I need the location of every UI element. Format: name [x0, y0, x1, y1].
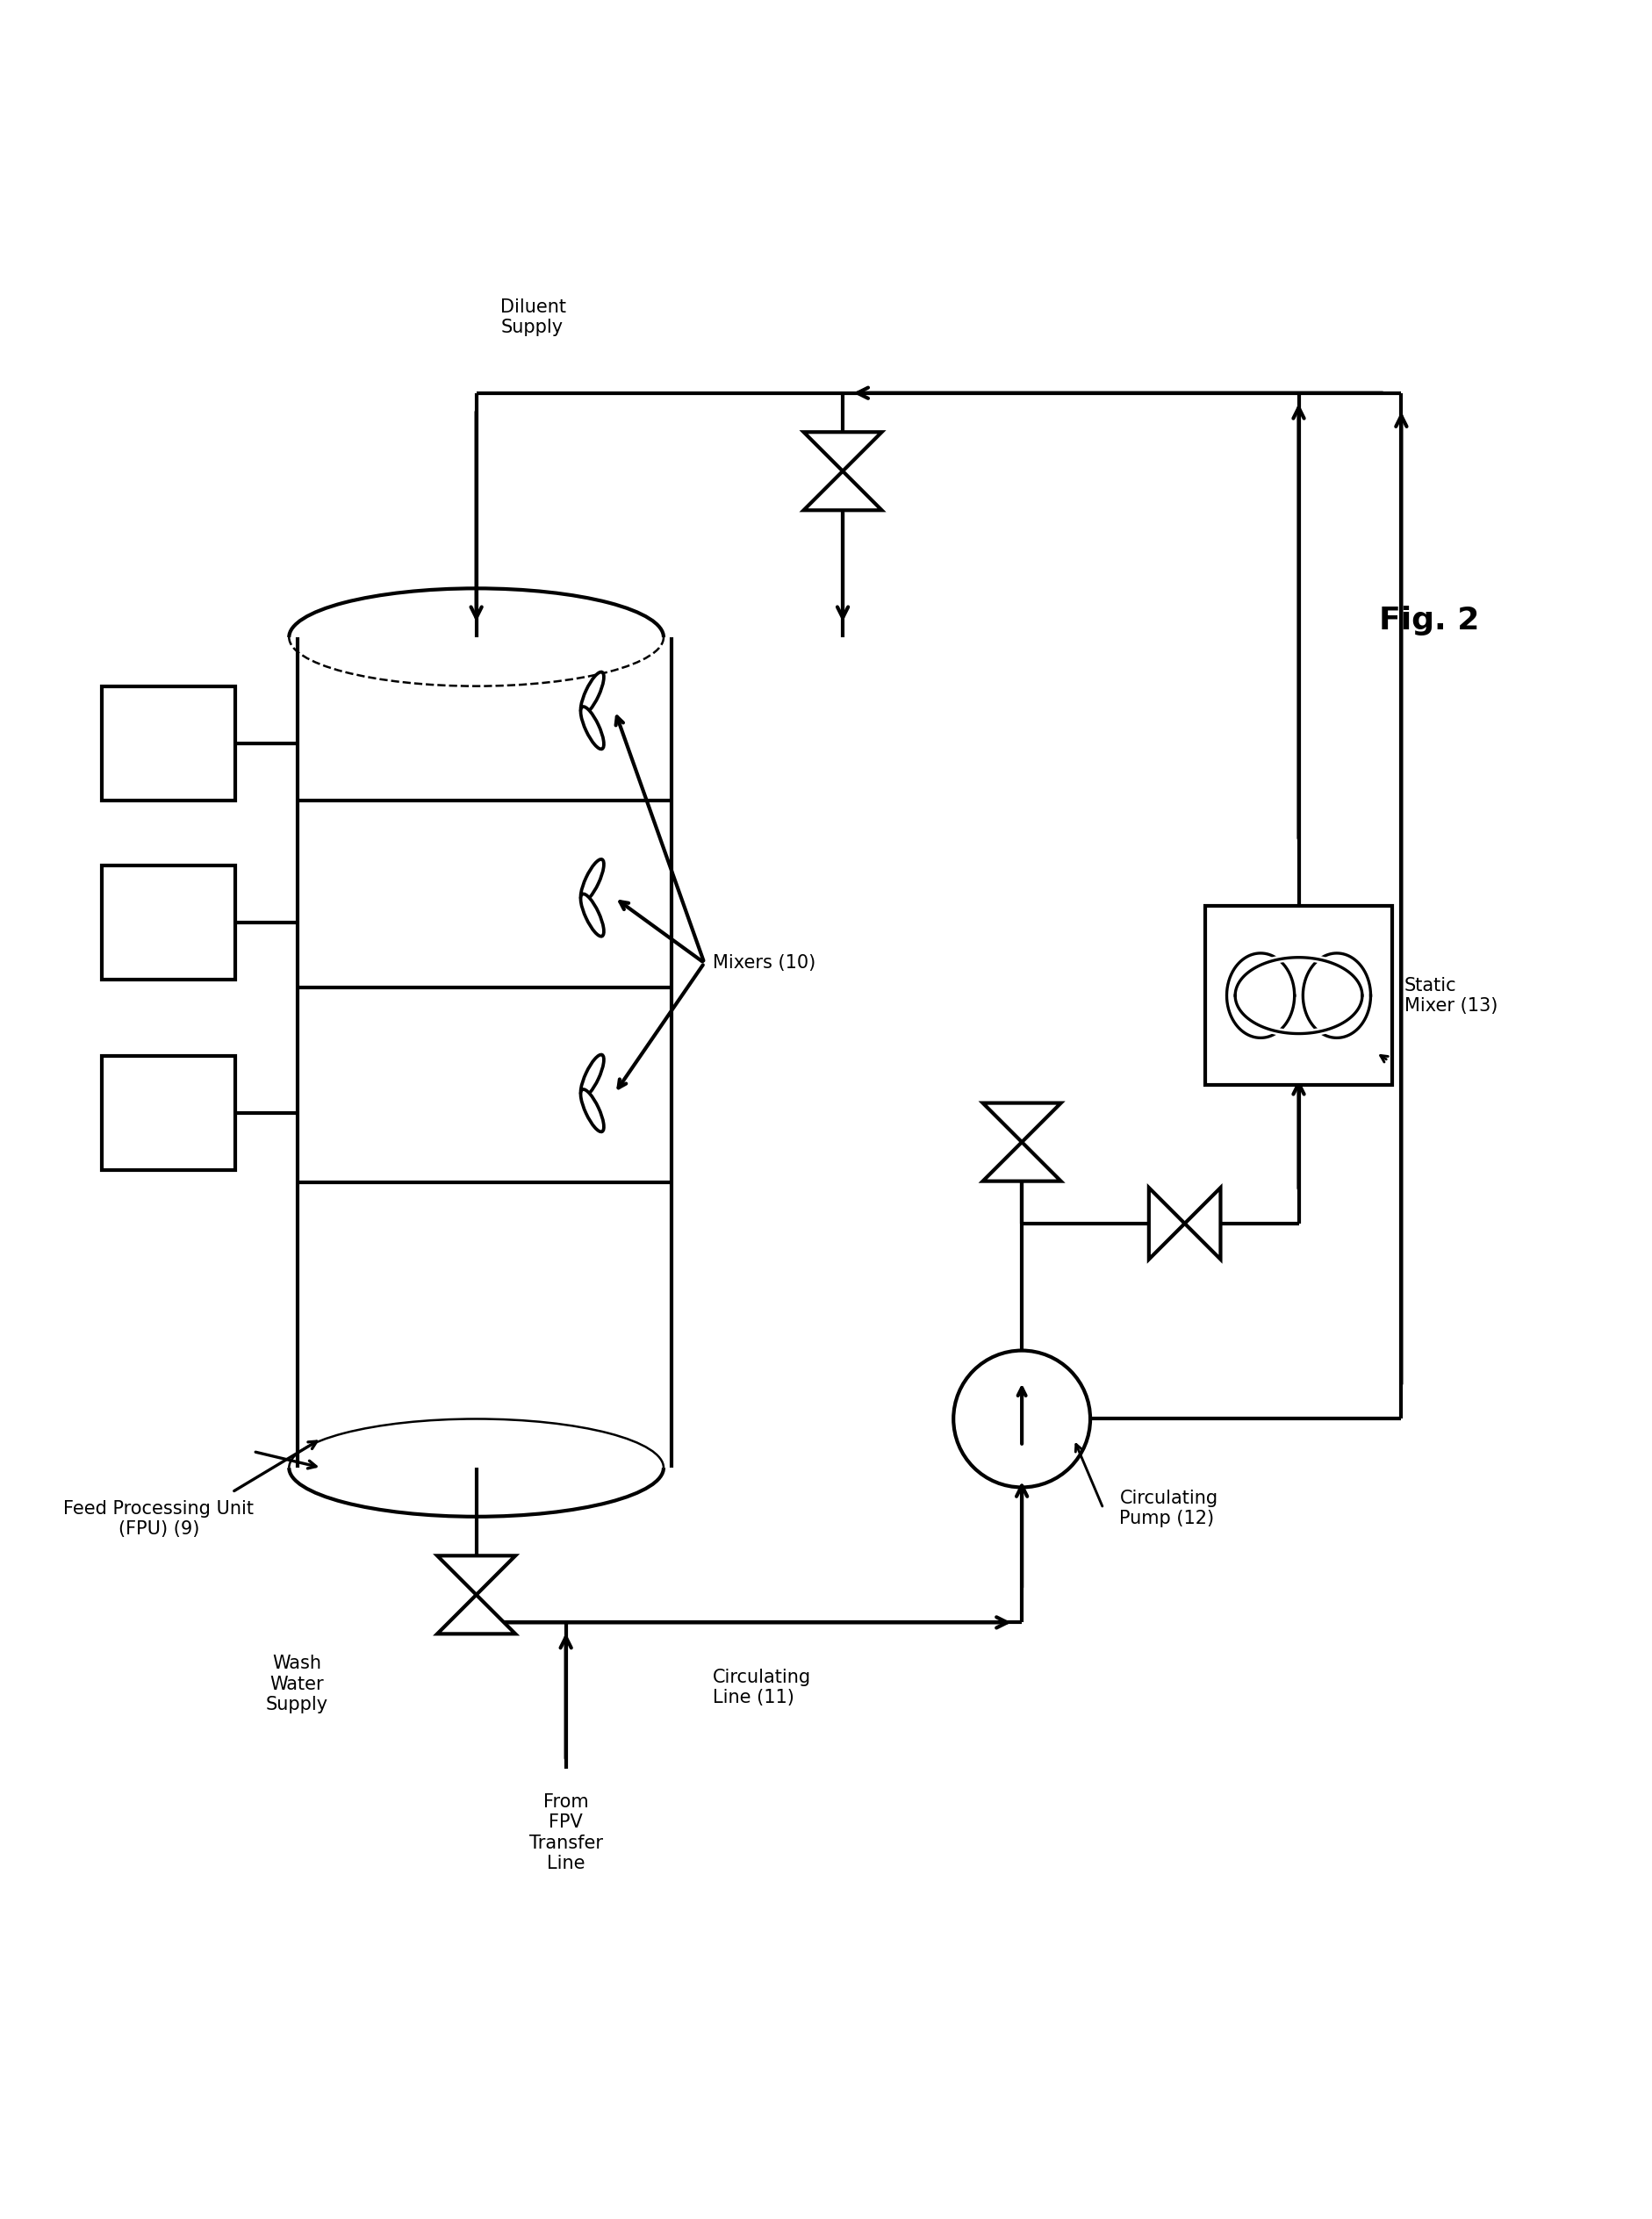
Ellipse shape: [580, 859, 603, 901]
Polygon shape: [438, 1556, 515, 1595]
Bar: [102, 1056, 235, 1169]
Ellipse shape: [580, 672, 603, 715]
Ellipse shape: [580, 894, 603, 936]
Text: Feed Processing Unit
(FPU) (9): Feed Processing Unit (FPU) (9): [63, 1500, 254, 1538]
Text: From
FPV
Transfer
Line: From FPV Transfer Line: [529, 1793, 603, 1873]
Polygon shape: [803, 470, 881, 510]
Polygon shape: [1148, 1187, 1184, 1260]
Polygon shape: [803, 433, 881, 470]
Text: Fig. 2: Fig. 2: [1378, 606, 1479, 637]
Text: Static
Mixer (13): Static Mixer (13): [1404, 976, 1497, 1014]
Ellipse shape: [580, 706, 603, 750]
Polygon shape: [983, 1103, 1061, 1143]
Text: Mixers (10): Mixers (10): [712, 954, 814, 972]
Ellipse shape: [580, 1090, 603, 1132]
Bar: [102, 865, 235, 979]
Bar: [102, 686, 235, 801]
Polygon shape: [1184, 1187, 1219, 1260]
Polygon shape: [983, 1143, 1061, 1181]
Ellipse shape: [580, 1054, 603, 1096]
Text: Diluent
Supply: Diluent Supply: [501, 297, 567, 335]
Polygon shape: [438, 1595, 515, 1633]
Text: Circulating
Line (11): Circulating Line (11): [712, 1669, 811, 1706]
Text: Wash
Water
Supply: Wash Water Supply: [266, 1655, 329, 1713]
Text: Circulating
Pump (12): Circulating Pump (12): [1118, 1489, 1218, 1527]
Bar: [1204, 905, 1391, 1085]
